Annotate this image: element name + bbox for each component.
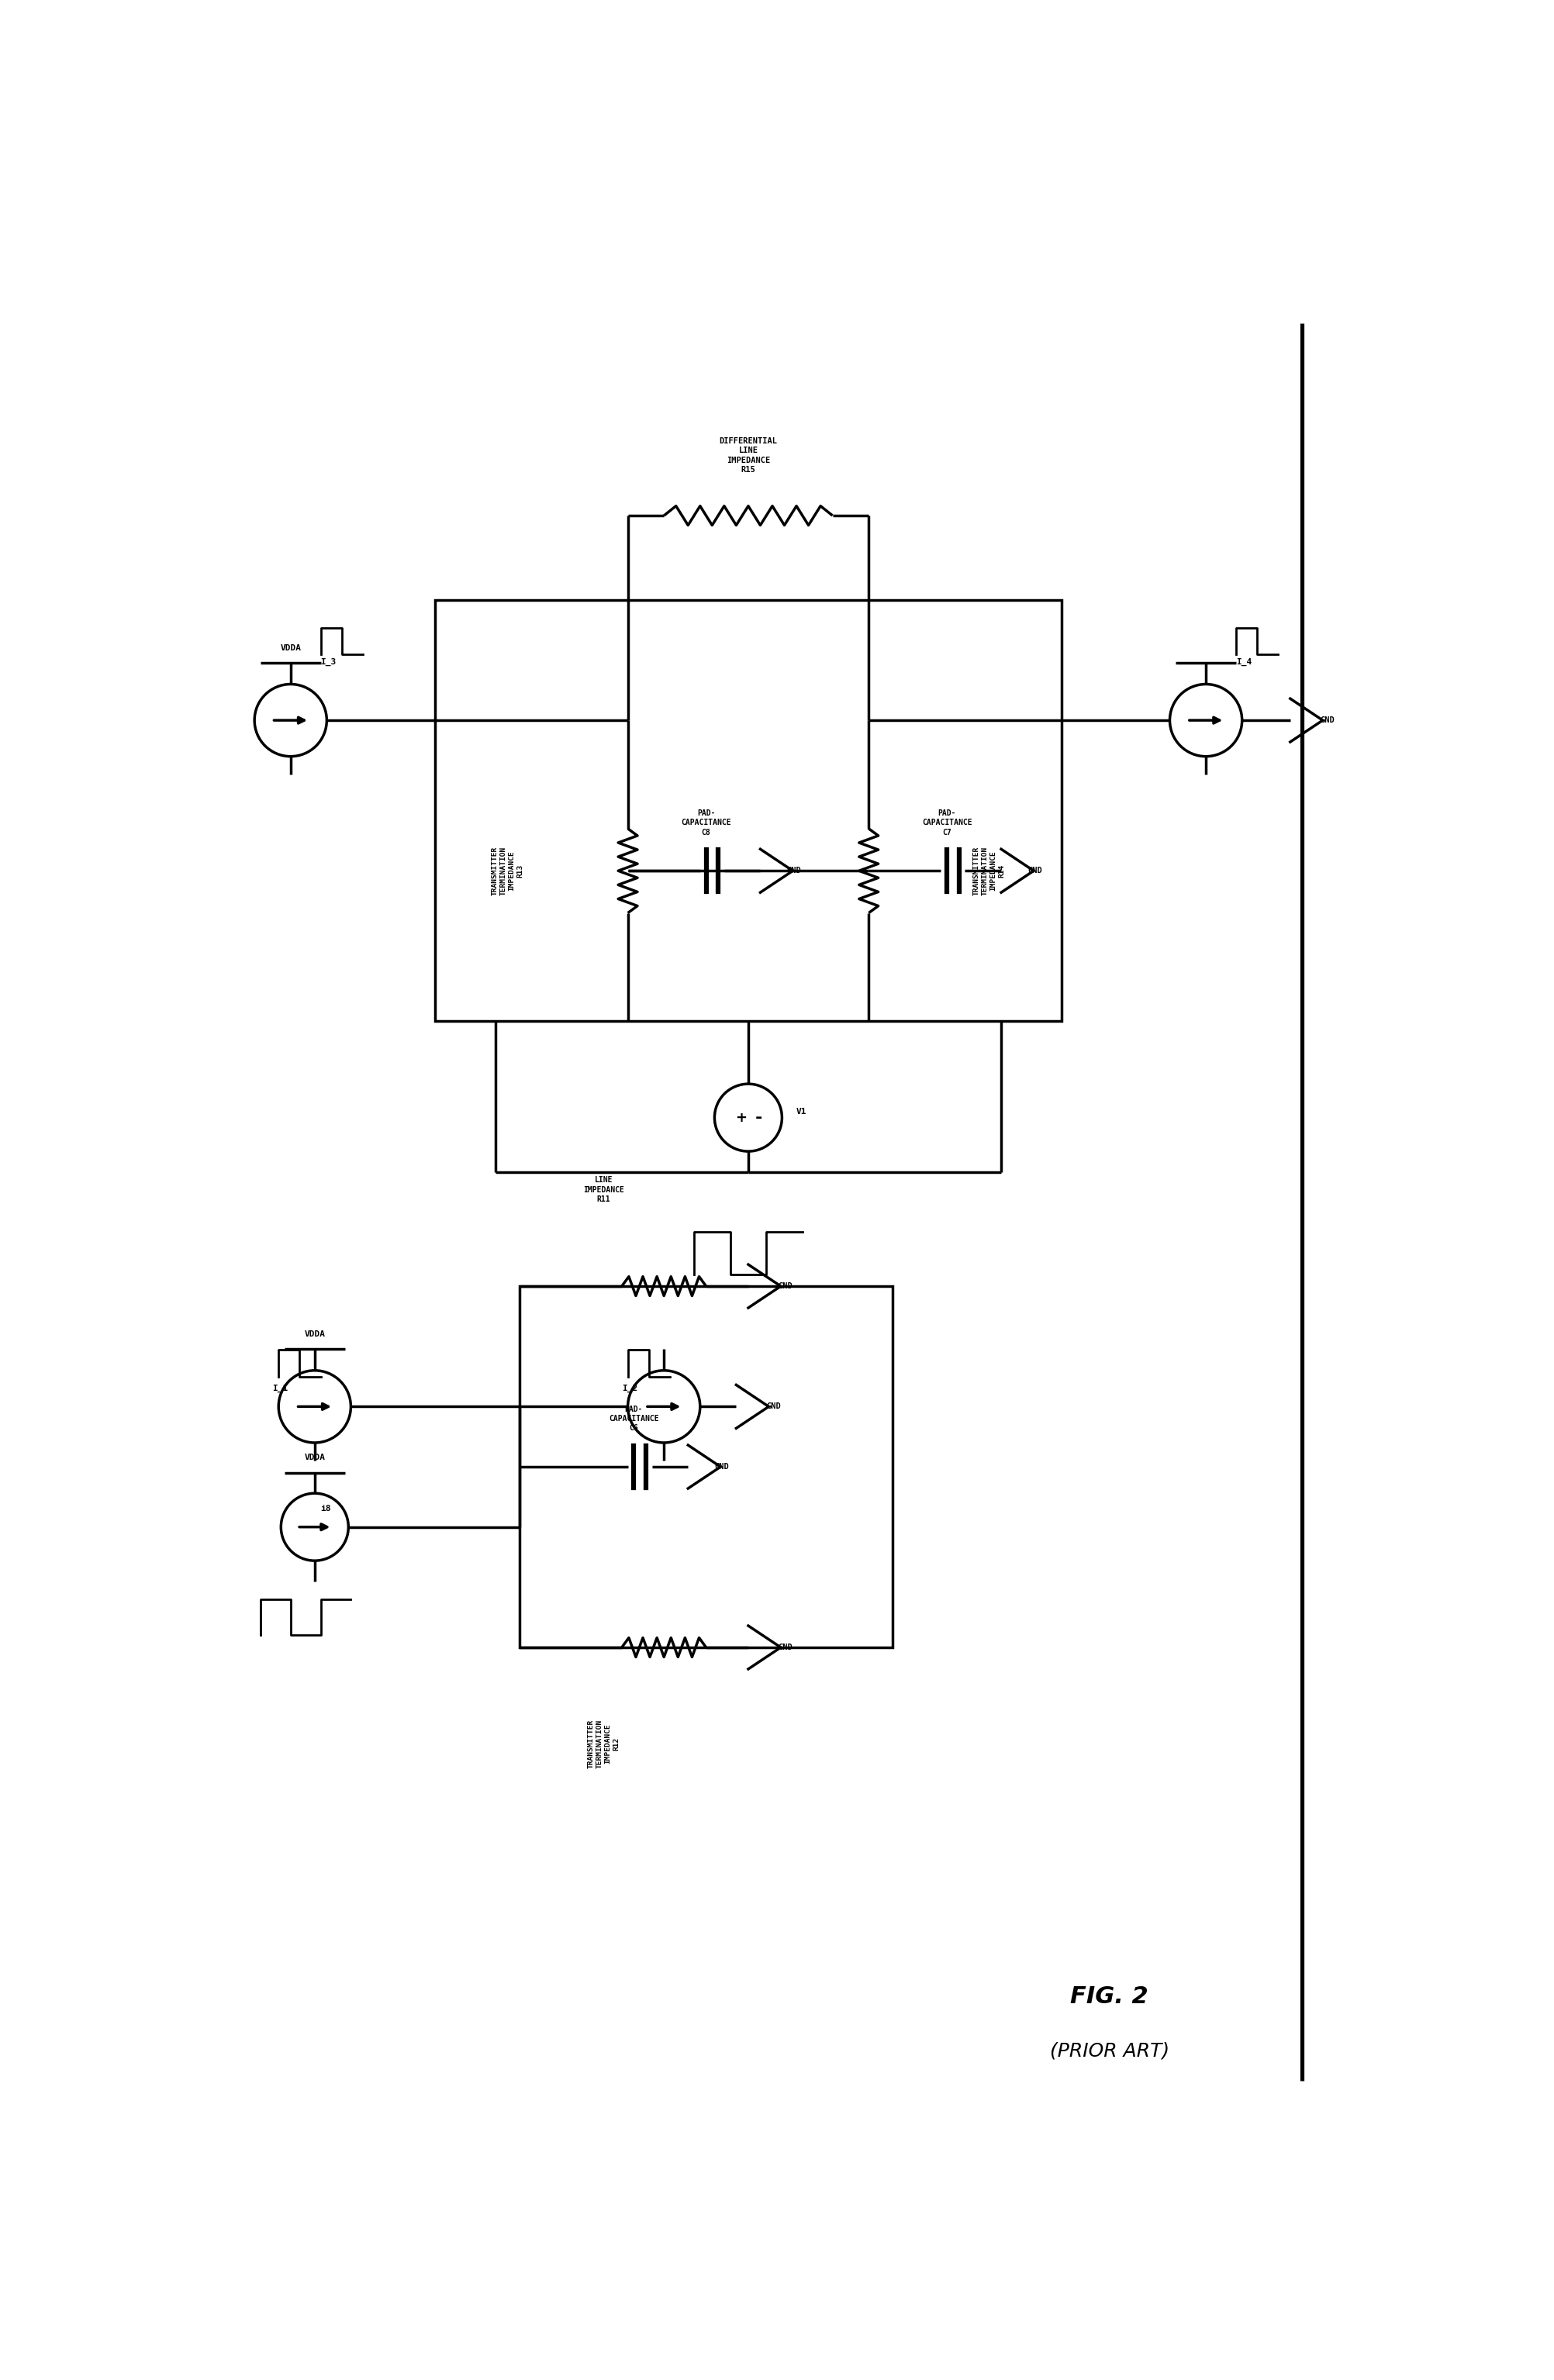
Text: +: + [735, 1111, 747, 1126]
Text: FIG. 2: FIG. 2 [1071, 1985, 1148, 2009]
Text: GND: GND [779, 1283, 793, 1290]
Text: GND: GND [1321, 716, 1335, 724]
Text: VDDA: VDDA [305, 1454, 325, 1461]
Text: -: - [755, 1109, 763, 1126]
Text: LINE
IMPEDANCE
R11: LINE IMPEDANCE R11 [583, 1176, 625, 1204]
Text: V1: V1 [797, 1107, 807, 1116]
Text: TRANSMITTER
TERMINATION
IMPEDANCE
R13: TRANSMITTER TERMINATION IMPEDANCE R13 [491, 847, 524, 895]
Text: GND: GND [1027, 866, 1043, 876]
Text: (PRIOR ART): (PRIOR ART) [1051, 2042, 1169, 2061]
Text: TRANSMITTER
TERMINATION
IMPEDANCE
R14: TRANSMITTER TERMINATION IMPEDANCE R14 [973, 847, 1005, 895]
Bar [435, 600, 1061, 1021]
Text: PAD-
CAPACITANCE
C8: PAD- CAPACITANCE C8 [681, 809, 730, 835]
Text: GND: GND [715, 1464, 729, 1471]
Text: I_1: I_1 [272, 1385, 287, 1392]
Text: PAD-
CAPACITANCE
C7: PAD- CAPACITANCE C7 [922, 809, 971, 835]
Text: I_2: I_2 [622, 1385, 637, 1392]
Text: I_4: I_4 [1235, 659, 1251, 666]
Text: TRANSMITTER
TERMINATION
IMPEDANCE
R12: TRANSMITTER TERMINATION IMPEDANCE R12 [587, 1718, 620, 1768]
Text: VDDA: VDDA [305, 1330, 325, 1338]
Text: DIFFERENTIAL
LINE
IMPEDANCE
R15: DIFFERENTIAL LINE IMPEDANCE R15 [720, 438, 777, 474]
Text: i8: i8 [320, 1504, 331, 1514]
Text: GND: GND [786, 866, 802, 876]
Text: VDDA: VDDA [280, 645, 301, 652]
Text: GND: GND [779, 1645, 793, 1652]
Bar [519, 1285, 892, 1647]
Text: I_3: I_3 [320, 659, 336, 666]
Text: PAD-
CAPACITANCE
C6: PAD- CAPACITANCE C6 [609, 1404, 659, 1433]
Text: GND: GND [766, 1402, 780, 1411]
